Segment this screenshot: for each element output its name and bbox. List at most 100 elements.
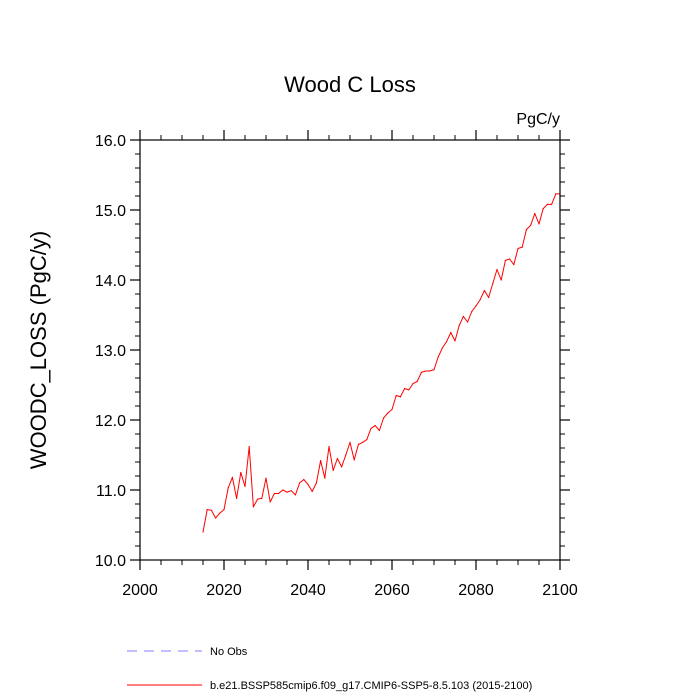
data-point xyxy=(240,471,242,474)
data-point xyxy=(320,460,322,462)
data-point xyxy=(441,347,443,349)
y-tick-label: 14.0 xyxy=(95,273,126,290)
data-point xyxy=(206,509,208,511)
data-point xyxy=(416,380,418,383)
legend: No Obs b.e21.BSSP585cmip6.f09_g17.CMIP6-S… xyxy=(127,646,532,692)
data-point xyxy=(210,509,212,511)
data-point xyxy=(525,229,528,231)
legend-label: b.e21.BSSP585cmip6.f09_g17.CMIP6-SSP5-8.… xyxy=(210,680,532,692)
data-point xyxy=(429,370,431,372)
y-axis: 10.0 11.0 12.0 13.0 14.0 15.0 16.0 xyxy=(95,133,570,570)
data-point xyxy=(492,282,494,285)
data-point xyxy=(290,490,292,492)
y-tick-label: 11.0 xyxy=(96,483,126,500)
data-point xyxy=(496,268,498,271)
data-point xyxy=(425,370,427,372)
data-point xyxy=(223,509,225,511)
data-point xyxy=(303,478,305,481)
data-point xyxy=(370,427,372,429)
data-point xyxy=(345,454,347,456)
data-point xyxy=(387,412,389,414)
x-tick-label: 2080 xyxy=(458,582,494,599)
data-point xyxy=(450,331,452,334)
data-point xyxy=(324,477,326,479)
data-point xyxy=(488,296,490,299)
data-point xyxy=(341,466,343,468)
data-point xyxy=(261,497,263,499)
data-point xyxy=(299,482,301,484)
x-tick-label: 2100 xyxy=(542,582,578,599)
data-point xyxy=(479,299,481,301)
y-tick-label: 12.0 xyxy=(95,413,126,430)
data-point xyxy=(521,246,523,248)
data-point xyxy=(509,258,511,260)
data-point xyxy=(336,457,338,460)
data-point xyxy=(395,394,397,397)
data-point xyxy=(399,396,401,398)
data-point xyxy=(517,247,519,250)
y-tick-label: 13.0 xyxy=(95,343,126,360)
chart-title: Wood C Loss xyxy=(284,72,416,97)
data-point xyxy=(328,446,330,448)
data-point xyxy=(475,305,477,307)
data-point xyxy=(420,371,422,373)
data-point xyxy=(538,223,540,225)
data-point xyxy=(374,425,376,427)
data-point xyxy=(202,531,204,533)
data-point xyxy=(513,264,515,266)
data-point xyxy=(236,497,238,499)
plot-frame xyxy=(139,139,561,561)
data-point xyxy=(252,506,254,508)
data-point xyxy=(471,310,473,313)
data-point xyxy=(433,369,435,371)
data-point xyxy=(215,517,217,519)
plot-series xyxy=(202,193,561,533)
x-tick-label: 2060 xyxy=(374,582,410,599)
data-point xyxy=(257,498,259,500)
data-point xyxy=(294,494,296,496)
data-point xyxy=(366,439,368,441)
data-point xyxy=(248,446,250,448)
data-point xyxy=(265,477,267,479)
x-tick-label: 2020 xyxy=(206,582,242,599)
data-point xyxy=(483,289,485,292)
data-point xyxy=(412,383,414,385)
data-point xyxy=(383,417,385,419)
data-point xyxy=(332,469,334,471)
data-point xyxy=(446,341,448,343)
data-point xyxy=(315,482,317,484)
data-point xyxy=(349,441,351,443)
data-point xyxy=(391,408,393,411)
data-point xyxy=(378,429,380,432)
x-axis: 2000 2020 2040 2060 2080 2100 xyxy=(122,130,578,599)
data-point xyxy=(286,491,288,493)
data-point xyxy=(534,212,536,215)
data-point xyxy=(269,501,271,503)
minor-ticks xyxy=(135,135,565,565)
series-line xyxy=(202,193,560,533)
data-point xyxy=(551,203,553,205)
y-tick-label: 10.0 xyxy=(95,553,126,570)
data-point xyxy=(504,259,506,261)
data-point xyxy=(404,387,406,390)
data-point xyxy=(278,492,280,495)
data-point xyxy=(353,459,355,461)
x-tick-label: 2040 xyxy=(290,582,326,599)
data-point xyxy=(458,324,460,327)
data-point xyxy=(362,441,364,443)
data-point xyxy=(546,203,549,205)
data-point xyxy=(542,208,544,210)
data-point xyxy=(311,490,313,492)
data-point xyxy=(462,315,464,317)
data-point xyxy=(408,389,410,391)
data-point xyxy=(227,487,229,489)
data-point xyxy=(555,193,557,195)
y-axis-label: WOODC_LOSS (PgC/y) xyxy=(26,231,51,469)
legend-label: No Obs xyxy=(210,646,248,658)
data-point xyxy=(437,356,439,358)
data-point xyxy=(307,483,309,485)
data-point xyxy=(500,279,502,281)
data-point xyxy=(273,492,275,495)
y-tick-label: 16.0 xyxy=(95,133,126,150)
